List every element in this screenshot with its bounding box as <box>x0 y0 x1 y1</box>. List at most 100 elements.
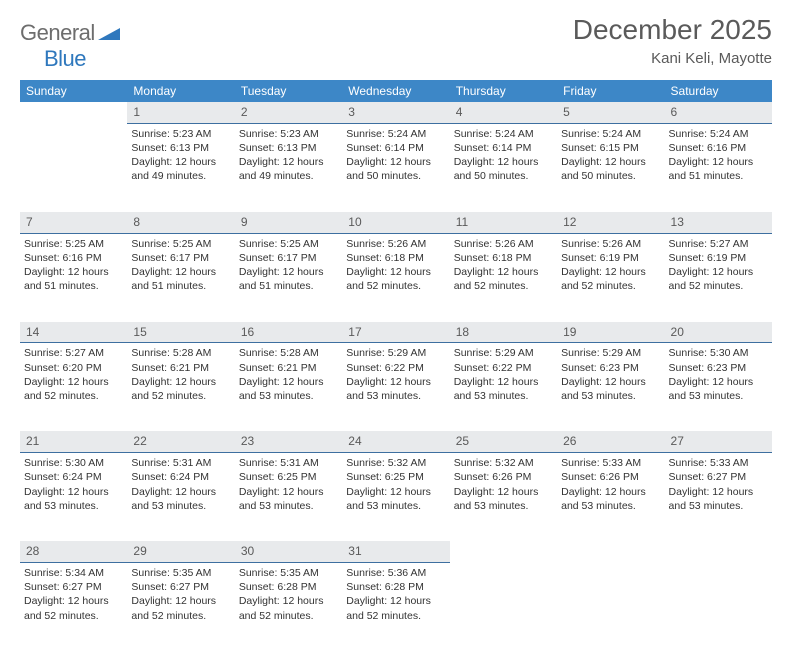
day-number: 16 <box>235 322 342 344</box>
day-details: Sunrise: 5:34 AMSunset: 6:27 PMDaylight:… <box>20 563 127 629</box>
day-cell: Sunrise: 5:27 AMSunset: 6:19 PMDaylight:… <box>665 234 772 322</box>
day-details: Sunrise: 5:24 AMSunset: 6:14 PMDaylight:… <box>450 124 557 190</box>
calendar-body: 123456Sunrise: 5:23 AMSunset: 6:13 PMDay… <box>20 102 772 651</box>
day-header: Thursday <box>450 80 557 102</box>
day-number: 12 <box>557 212 664 234</box>
title-block: December 2025 Kani Keli, Mayotte <box>573 14 772 67</box>
week-body-row: Sunrise: 5:30 AMSunset: 6:24 PMDaylight:… <box>20 453 772 541</box>
day-details: Sunrise: 5:30 AMSunset: 6:24 PMDaylight:… <box>20 453 127 519</box>
day-cell <box>450 563 557 651</box>
day-details: Sunrise: 5:24 AMSunset: 6:16 PMDaylight:… <box>665 124 772 190</box>
day-details: Sunrise: 5:29 AMSunset: 6:22 PMDaylight:… <box>450 343 557 409</box>
day-number: 20 <box>665 322 772 344</box>
day-details: Sunrise: 5:28 AMSunset: 6:21 PMDaylight:… <box>127 343 234 409</box>
day-cell: Sunrise: 5:33 AMSunset: 6:26 PMDaylight:… <box>557 453 664 541</box>
day-number: 21 <box>20 431 127 453</box>
logo: General Blue <box>20 20 120 72</box>
day-number: 4 <box>450 102 557 124</box>
day-number: 15 <box>127 322 234 344</box>
day-number: 25 <box>450 431 557 453</box>
day-details: Sunrise: 5:23 AMSunset: 6:13 PMDaylight:… <box>127 124 234 190</box>
day-header: Sunday <box>20 80 127 102</box>
day-cell <box>557 563 664 651</box>
day-header: Saturday <box>665 80 772 102</box>
calendar-page: General Blue December 2025 Kani Keli, Ma… <box>0 0 792 665</box>
day-number: 29 <box>127 541 234 563</box>
day-cell: Sunrise: 5:24 AMSunset: 6:14 PMDaylight:… <box>342 124 449 212</box>
week-body-row: Sunrise: 5:23 AMSunset: 6:13 PMDaylight:… <box>20 124 772 212</box>
day-number: 14 <box>20 322 127 344</box>
day-cell: Sunrise: 5:23 AMSunset: 6:13 PMDaylight:… <box>235 124 342 212</box>
day-cell: Sunrise: 5:29 AMSunset: 6:22 PMDaylight:… <box>342 343 449 431</box>
day-number: 6 <box>665 102 772 124</box>
week-daynum-row: 78910111213 <box>20 212 772 234</box>
day-cell: Sunrise: 5:25 AMSunset: 6:16 PMDaylight:… <box>20 234 127 322</box>
day-details: Sunrise: 5:25 AMSunset: 6:17 PMDaylight:… <box>127 234 234 300</box>
day-cell: Sunrise: 5:35 AMSunset: 6:27 PMDaylight:… <box>127 563 234 651</box>
day-details: Sunrise: 5:27 AMSunset: 6:20 PMDaylight:… <box>20 343 127 409</box>
day-cell: Sunrise: 5:26 AMSunset: 6:19 PMDaylight:… <box>557 234 664 322</box>
week-daynum-row: 28293031 <box>20 541 772 563</box>
day-cell: Sunrise: 5:31 AMSunset: 6:24 PMDaylight:… <box>127 453 234 541</box>
day-number: 1 <box>127 102 234 124</box>
day-details: Sunrise: 5:35 AMSunset: 6:28 PMDaylight:… <box>235 563 342 629</box>
day-cell: Sunrise: 5:28 AMSunset: 6:21 PMDaylight:… <box>235 343 342 431</box>
day-details: Sunrise: 5:26 AMSunset: 6:18 PMDaylight:… <box>450 234 557 300</box>
day-cell: Sunrise: 5:26 AMSunset: 6:18 PMDaylight:… <box>342 234 449 322</box>
day-number: 24 <box>342 431 449 453</box>
week-body-row: Sunrise: 5:27 AMSunset: 6:20 PMDaylight:… <box>20 343 772 431</box>
day-number: 27 <box>665 431 772 453</box>
day-details: Sunrise: 5:26 AMSunset: 6:18 PMDaylight:… <box>342 234 449 300</box>
day-number-empty <box>450 541 557 562</box>
day-cell: Sunrise: 5:24 AMSunset: 6:16 PMDaylight:… <box>665 124 772 212</box>
day-details: Sunrise: 5:36 AMSunset: 6:28 PMDaylight:… <box>342 563 449 629</box>
day-number: 31 <box>342 541 449 563</box>
day-details: Sunrise: 5:32 AMSunset: 6:26 PMDaylight:… <box>450 453 557 519</box>
day-number-empty <box>665 541 772 562</box>
logo-part2: Blue <box>44 46 86 71</box>
week-daynum-row: 14151617181920 <box>20 322 772 344</box>
day-cell: Sunrise: 5:31 AMSunset: 6:25 PMDaylight:… <box>235 453 342 541</box>
day-number: 10 <box>342 212 449 234</box>
page-title: December 2025 <box>573 14 772 46</box>
day-number: 30 <box>235 541 342 563</box>
day-cell: Sunrise: 5:28 AMSunset: 6:21 PMDaylight:… <box>127 343 234 431</box>
day-header: Monday <box>127 80 234 102</box>
day-cell: Sunrise: 5:32 AMSunset: 6:26 PMDaylight:… <box>450 453 557 541</box>
day-cell: Sunrise: 5:26 AMSunset: 6:18 PMDaylight:… <box>450 234 557 322</box>
day-details: Sunrise: 5:24 AMSunset: 6:14 PMDaylight:… <box>342 124 449 190</box>
logo-triangle-icon <box>98 27 120 44</box>
day-number: 28 <box>20 541 127 563</box>
day-cell <box>20 124 127 212</box>
week-body-row: Sunrise: 5:34 AMSunset: 6:27 PMDaylight:… <box>20 563 772 651</box>
day-details: Sunrise: 5:31 AMSunset: 6:24 PMDaylight:… <box>127 453 234 519</box>
day-details: Sunrise: 5:25 AMSunset: 6:17 PMDaylight:… <box>235 234 342 300</box>
day-cell: Sunrise: 5:33 AMSunset: 6:27 PMDaylight:… <box>665 453 772 541</box>
day-details: Sunrise: 5:25 AMSunset: 6:16 PMDaylight:… <box>20 234 127 300</box>
day-number: 5 <box>557 102 664 124</box>
day-cell: Sunrise: 5:29 AMSunset: 6:22 PMDaylight:… <box>450 343 557 431</box>
day-details: Sunrise: 5:35 AMSunset: 6:27 PMDaylight:… <box>127 563 234 629</box>
day-number-empty <box>557 541 664 562</box>
day-header: Friday <box>557 80 664 102</box>
day-number: 3 <box>342 102 449 124</box>
day-details: Sunrise: 5:23 AMSunset: 6:13 PMDaylight:… <box>235 124 342 190</box>
week-daynum-row: 21222324252627 <box>20 431 772 453</box>
day-cell: Sunrise: 5:24 AMSunset: 6:14 PMDaylight:… <box>450 124 557 212</box>
day-details: Sunrise: 5:31 AMSunset: 6:25 PMDaylight:… <box>235 453 342 519</box>
day-details: Sunrise: 5:29 AMSunset: 6:23 PMDaylight:… <box>557 343 664 409</box>
logo-text: General Blue <box>20 20 120 72</box>
day-details: Sunrise: 5:30 AMSunset: 6:23 PMDaylight:… <box>665 343 772 409</box>
day-number-empty <box>20 102 127 123</box>
day-details: Sunrise: 5:33 AMSunset: 6:26 PMDaylight:… <box>557 453 664 519</box>
calendar-table: SundayMondayTuesdayWednesdayThursdayFrid… <box>20 80 772 651</box>
day-number: 11 <box>450 212 557 234</box>
day-number: 23 <box>235 431 342 453</box>
day-header: Wednesday <box>342 80 449 102</box>
day-cell: Sunrise: 5:23 AMSunset: 6:13 PMDaylight:… <box>127 124 234 212</box>
day-header: Tuesday <box>235 80 342 102</box>
logo-part1: General <box>20 20 95 45</box>
week-daynum-row: 123456 <box>20 102 772 124</box>
location: Kani Keli, Mayotte <box>573 50 772 67</box>
day-cell: Sunrise: 5:27 AMSunset: 6:20 PMDaylight:… <box>20 343 127 431</box>
